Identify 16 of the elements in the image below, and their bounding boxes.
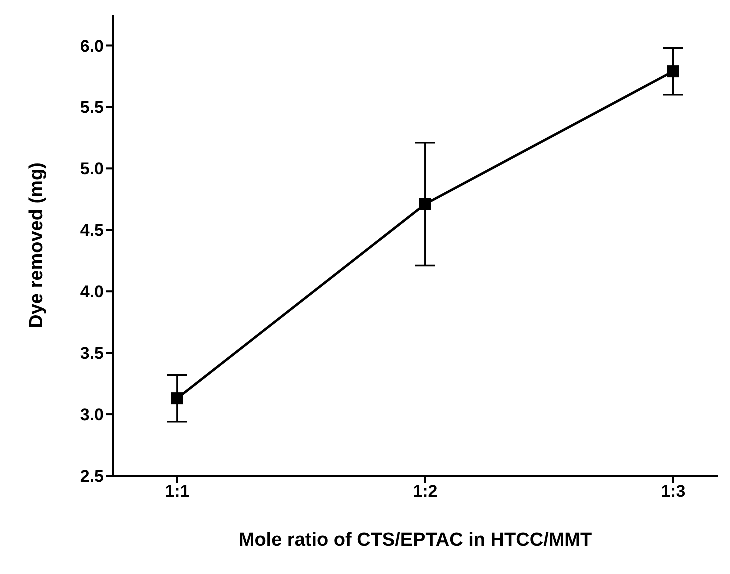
point <box>171 392 184 405</box>
y-tick-label: 3.0 <box>80 406 104 425</box>
x-tick-label: 1:1 <box>165 482 190 502</box>
point <box>419 198 432 210</box>
x-tick-label: 1:3 <box>661 482 686 502</box>
y-axis-title: Dye removed (mg) <box>26 162 48 328</box>
point <box>667 66 680 78</box>
x-axis-title: Mole ratio of CTS/EPTAC in HTCC/MMT <box>238 530 593 551</box>
x-tick-label: 1:2 <box>413 482 438 502</box>
y-tick-label: 6.0 <box>80 36 104 56</box>
y-tick-label: 5.0 <box>80 160 104 179</box>
y-tick-label: 4.0 <box>80 282 104 302</box>
y-tick-label: 3.5 <box>80 344 104 364</box>
y-tick-label: 4.5 <box>80 221 104 240</box>
y-tick-label: 2.5 <box>80 467 104 486</box>
y-tick-label: 5.5 <box>80 98 104 118</box>
